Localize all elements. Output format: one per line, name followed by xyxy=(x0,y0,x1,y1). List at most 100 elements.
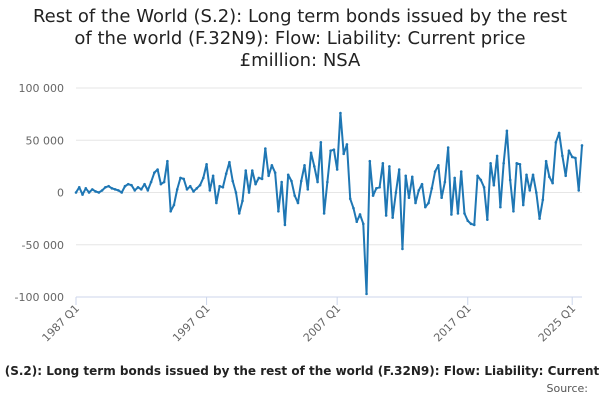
data-point[interactable] xyxy=(309,151,313,155)
data-point[interactable] xyxy=(316,180,319,184)
data-point[interactable] xyxy=(482,185,486,189)
data-point[interactable] xyxy=(502,161,505,165)
data-point[interactable] xyxy=(133,189,137,192)
data-point[interactable] xyxy=(345,143,349,146)
data-point[interactable] xyxy=(306,188,310,191)
data-point[interactable] xyxy=(479,178,483,182)
data-point[interactable] xyxy=(136,185,140,189)
data-point[interactable] xyxy=(469,222,473,226)
data-point[interactable] xyxy=(544,159,548,163)
data-point[interactable] xyxy=(117,189,120,192)
data-point[interactable] xyxy=(182,177,186,181)
data-point[interactable] xyxy=(567,149,571,152)
data-point[interactable] xyxy=(195,187,199,190)
data-point[interactable] xyxy=(254,182,257,186)
data-point[interactable] xyxy=(410,175,414,179)
data-point[interactable] xyxy=(198,183,202,187)
data-point[interactable] xyxy=(417,189,421,192)
data-point[interactable] xyxy=(358,213,362,216)
data-point[interactable] xyxy=(110,187,114,190)
data-point[interactable] xyxy=(528,189,532,192)
data-point[interactable] xyxy=(224,172,228,175)
data-point[interactable] xyxy=(267,174,270,178)
data-point[interactable] xyxy=(538,217,541,220)
data-point[interactable] xyxy=(378,185,381,189)
data-point[interactable] xyxy=(130,183,133,187)
data-point[interactable] xyxy=(486,218,489,221)
data-point[interactable] xyxy=(250,169,254,172)
data-point[interactable] xyxy=(84,187,88,190)
data-point[interactable] xyxy=(339,111,342,115)
data-point[interactable] xyxy=(149,180,153,184)
data-point[interactable] xyxy=(365,292,368,296)
data-point[interactable] xyxy=(456,212,460,215)
data-point[interactable] xyxy=(202,176,205,180)
data-point[interactable] xyxy=(489,161,492,165)
data-point[interactable] xyxy=(185,188,189,191)
data-point[interactable] xyxy=(407,196,411,200)
data-point[interactable] xyxy=(104,185,107,189)
data-point[interactable] xyxy=(313,165,316,168)
data-point[interactable] xyxy=(332,148,336,151)
data-point[interactable] xyxy=(388,165,391,168)
data-point[interactable] xyxy=(437,164,440,167)
data-point[interactable] xyxy=(453,176,456,180)
data-point[interactable] xyxy=(280,180,283,184)
data-point[interactable] xyxy=(153,171,156,174)
data-point[interactable] xyxy=(459,170,463,173)
data-point[interactable] xyxy=(273,171,277,174)
data-point[interactable] xyxy=(401,247,404,251)
data-point[interactable] xyxy=(143,182,146,186)
data-point[interactable] xyxy=(561,154,564,158)
data-point[interactable] xyxy=(557,131,561,135)
series-line[interactable] xyxy=(75,112,583,295)
data-point[interactable] xyxy=(241,199,244,203)
data-point[interactable] xyxy=(286,173,290,177)
data-point[interactable] xyxy=(342,152,345,156)
data-point[interactable] xyxy=(146,189,150,192)
data-point[interactable] xyxy=(476,174,479,178)
data-point[interactable] xyxy=(518,162,522,166)
data-point[interactable] xyxy=(87,191,91,194)
data-point[interactable] xyxy=(495,154,499,158)
data-point[interactable] xyxy=(162,180,166,184)
data-point[interactable] xyxy=(107,184,110,188)
data-point[interactable] xyxy=(303,164,306,167)
data-point[interactable] xyxy=(290,179,293,183)
data-point[interactable] xyxy=(270,164,274,167)
data-point[interactable] xyxy=(450,213,453,216)
data-point[interactable] xyxy=(404,174,408,178)
data-point[interactable] xyxy=(397,168,401,171)
data-point[interactable] xyxy=(126,182,130,186)
data-point[interactable] xyxy=(299,179,303,183)
data-point[interactable] xyxy=(548,175,551,179)
data-point[interactable] xyxy=(577,189,581,192)
data-point[interactable] xyxy=(535,191,538,194)
data-point[interactable] xyxy=(257,176,261,180)
data-point[interactable] xyxy=(172,203,176,207)
data-point[interactable] xyxy=(355,220,359,224)
data-point[interactable] xyxy=(574,156,577,160)
data-point[interactable] xyxy=(570,155,574,159)
data-point[interactable] xyxy=(179,176,182,180)
data-point[interactable] xyxy=(120,191,123,194)
data-point[interactable] xyxy=(463,212,466,215)
data-point[interactable] xyxy=(228,160,231,164)
data-point[interactable] xyxy=(100,189,104,192)
data-point[interactable] xyxy=(234,191,238,194)
data-point[interactable] xyxy=(97,191,101,194)
data-point[interactable] xyxy=(551,181,554,185)
data-point[interactable] xyxy=(348,197,352,201)
data-point[interactable] xyxy=(505,129,509,133)
data-point[interactable] xyxy=(335,168,339,171)
data-point[interactable] xyxy=(218,184,221,188)
data-point[interactable] xyxy=(440,196,443,200)
data-point[interactable] xyxy=(123,184,127,188)
data-point[interactable] xyxy=(192,190,195,193)
data-point[interactable] xyxy=(205,162,208,166)
data-point[interactable] xyxy=(326,180,329,184)
data-point[interactable] xyxy=(319,141,323,144)
data-point[interactable] xyxy=(531,173,535,177)
data-point[interactable] xyxy=(466,219,470,223)
